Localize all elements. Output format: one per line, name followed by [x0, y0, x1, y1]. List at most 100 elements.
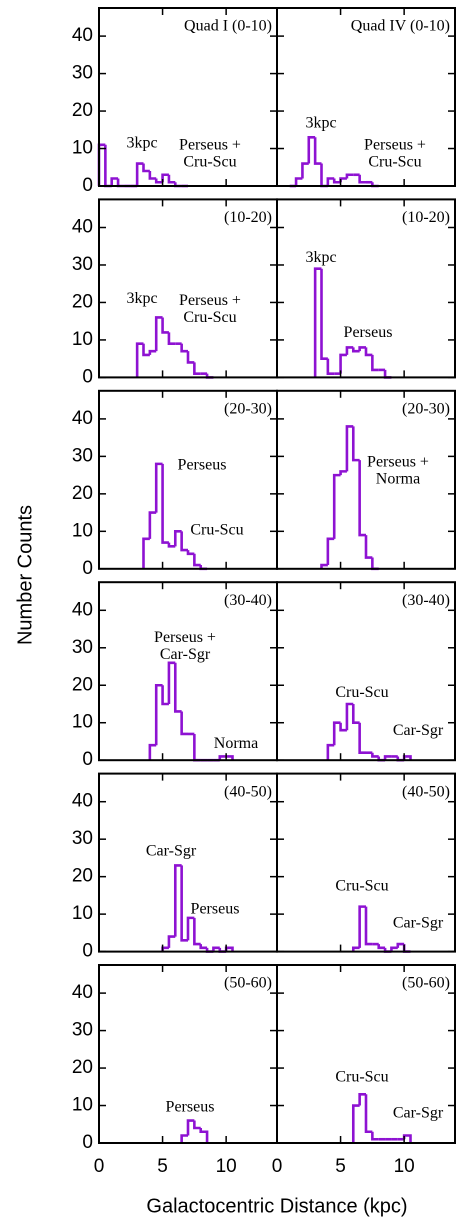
histogram-step	[358, 174, 366, 184]
histogram-step	[402, 1134, 412, 1143]
histogram-step	[326, 537, 335, 566]
histogram-step	[161, 463, 169, 544]
histogram-step	[167, 661, 176, 704]
x-axis-label: Galactocentric Distance (kpc)	[146, 1195, 407, 1217]
annotation: Car-Sgr	[393, 914, 444, 931]
y-tick-label: 30	[72, 637, 93, 658]
annotation: Perseus +	[179, 292, 241, 309]
panel-title: (20-30)	[402, 400, 450, 417]
histogram-step	[364, 535, 373, 559]
histogram-step	[186, 1119, 195, 1136]
histogram-step	[371, 752, 379, 758]
panel-title: (20-30)	[224, 400, 272, 417]
y-tick-label: 30	[72, 63, 93, 84]
y-tick-label: 10	[72, 520, 93, 541]
histogram-step	[383, 755, 392, 761]
histogram-step	[351, 703, 360, 725]
histogram-step	[326, 177, 335, 186]
y-tick-label: 0	[82, 749, 93, 770]
y-tick-label: 20	[72, 291, 93, 312]
annotation: Car-Sgr	[393, 1105, 444, 1122]
y-tick-label: 30	[72, 445, 93, 466]
annotation: Perseus +	[154, 629, 216, 646]
y-tick-label: 0	[82, 1132, 93, 1153]
histogram-step	[345, 425, 354, 472]
panel-frame	[98, 964, 278, 1144]
histogram-step	[345, 173, 354, 179]
histogram-step	[358, 722, 366, 755]
annotation: Cru-Scu	[183, 309, 236, 326]
y-tick-label: 40	[72, 982, 93, 1003]
histogram-step	[358, 460, 366, 537]
y-axis-label: Number Counts	[14, 505, 36, 645]
x-tick-label: 10	[394, 1156, 415, 1177]
annotation: Cru-Scu	[335, 877, 388, 894]
histogram-step	[294, 177, 303, 186]
histogram-step	[358, 905, 366, 948]
x-tick-label: 0	[94, 1156, 105, 1177]
histogram-step	[193, 733, 201, 762]
histogram-step	[193, 553, 201, 567]
histogram-step	[142, 163, 150, 173]
histogram-step	[358, 346, 366, 352]
panel-title: Quad IV (0-10)	[351, 18, 450, 35]
y-tick-label: 40	[72, 25, 93, 46]
y-tick-label: 30	[72, 254, 93, 275]
y-tick-label: 20	[72, 866, 93, 887]
histogram-step	[313, 137, 322, 165]
histogram-step	[142, 537, 150, 569]
histogram-step	[173, 662, 182, 713]
x-tick-label: 5	[157, 1156, 168, 1177]
annotation: 3kpc	[305, 115, 336, 132]
histogram-step	[402, 944, 411, 953]
y-tick-label: 20	[72, 674, 93, 695]
histogram-step	[154, 462, 163, 513]
histogram-step	[307, 135, 316, 164]
panel-title: (10-20)	[224, 209, 272, 226]
y-tick-label: 10	[72, 712, 93, 733]
panel-title: Quad I (0-10)	[184, 18, 272, 35]
histogram-step	[332, 721, 341, 746]
histogram-step	[345, 346, 354, 355]
y-tick-label: 30	[72, 1020, 93, 1041]
annotation: Perseus +	[179, 137, 241, 154]
y-tick-label: 0	[82, 558, 93, 579]
annotation: Perseus +	[364, 137, 426, 154]
histogram-step	[199, 944, 208, 950]
histogram-step	[351, 946, 360, 952]
histogram-step	[218, 755, 227, 761]
y-tick-label: 0	[82, 941, 93, 962]
y-tick-label: 10	[72, 329, 93, 350]
histogram-step	[142, 343, 150, 357]
histogram-step	[193, 1120, 201, 1130]
panel-title: (30-40)	[402, 592, 450, 609]
histogram-step	[351, 1104, 360, 1143]
y-tick-label: 20	[72, 1057, 93, 1078]
annotation: 3kpc	[126, 290, 157, 307]
histogram-step	[371, 1131, 379, 1141]
panel-frame	[276, 7, 456, 187]
histogram-step	[161, 317, 169, 334]
histogram-step	[390, 946, 398, 952]
histogram-step	[199, 1128, 209, 1143]
histogram-step	[173, 864, 182, 937]
histogram-step	[212, 946, 220, 952]
panel-frame	[276, 964, 456, 1144]
y-tick-label: 30	[72, 828, 93, 849]
annotation: Perseus +	[367, 453, 429, 470]
panel-title: (50-60)	[402, 975, 450, 992]
y-tick-label: 10	[72, 138, 93, 159]
annotation: Cru-Scu	[335, 684, 388, 701]
annotation: Cru-Scu	[335, 1069, 388, 1086]
panel-title: (30-40)	[224, 592, 272, 609]
histogram-step	[116, 178, 125, 188]
annotation: Perseus	[344, 324, 393, 341]
panel-frame	[276, 389, 456, 570]
annotation: 3kpc	[305, 249, 336, 266]
y-tick-label: 40	[72, 791, 93, 812]
panel-frame	[276, 772, 456, 953]
histogram-step	[351, 426, 360, 462]
histogram-step	[345, 702, 354, 731]
histogram-step	[326, 743, 335, 761]
annotation: Car-Sgr	[146, 842, 197, 859]
